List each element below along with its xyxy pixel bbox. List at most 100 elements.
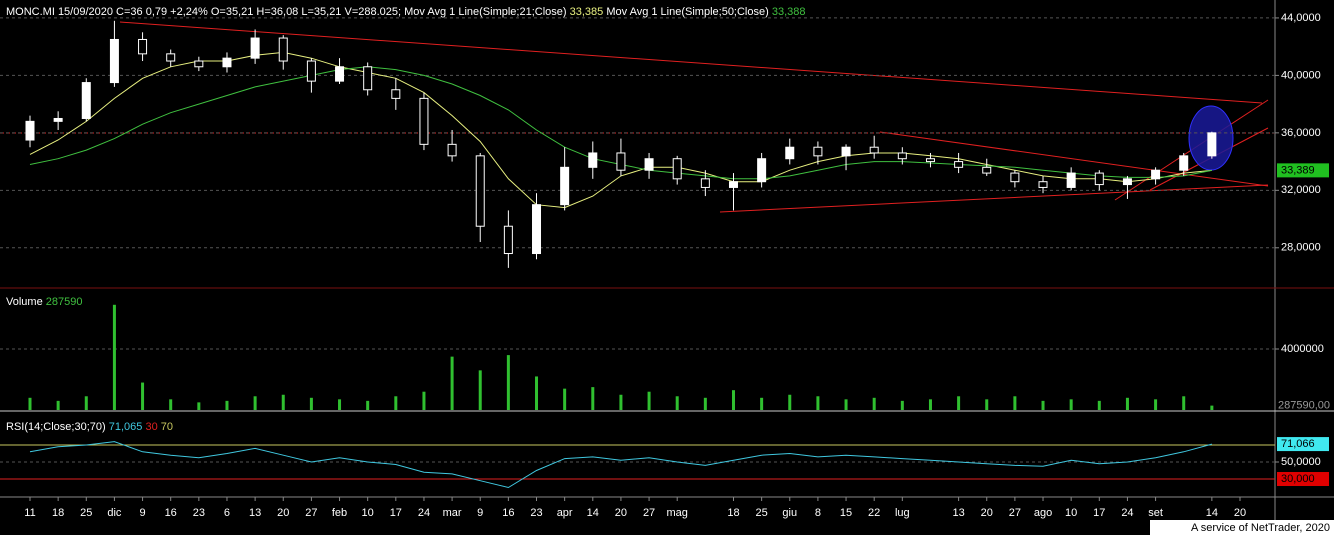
volume-bar (900, 400, 904, 410)
volume-bar (281, 394, 285, 410)
rsi-header: RSI(14;Close;30;70) 71,065 30 70 (6, 421, 173, 433)
volume-bar (1097, 400, 1101, 410)
candle-body (194, 60, 204, 68)
candle-body (982, 166, 992, 174)
volume-bar (506, 355, 510, 410)
volume-bar (1154, 399, 1158, 410)
candle-body (222, 57, 232, 68)
candle-body (785, 146, 795, 160)
x-tick-label: 11 (24, 507, 35, 519)
x-tick-label: 17 (1093, 507, 1105, 519)
candle-body (278, 37, 288, 62)
rsi-value: 71,065 (109, 421, 143, 433)
volume-header: Volume 287590 (6, 296, 82, 308)
candle-body (1066, 172, 1076, 188)
candle-body (25, 120, 35, 141)
chart-header: MONC.MI 15/09/2020 C=36 0,79 +2,24% O=35… (6, 6, 806, 18)
candle-body (447, 143, 457, 157)
x-tick-label: apr (557, 507, 573, 519)
x-tick-label: mar (443, 507, 462, 519)
candle-body (138, 38, 148, 55)
candle-body (53, 117, 63, 122)
x-tick-label: 16 (502, 507, 514, 519)
x-tick-label: feb (332, 507, 347, 519)
candle-body (391, 89, 401, 99)
rsi-level: 30 (145, 421, 157, 433)
y-tick-label: 40,0000 (1281, 69, 1321, 81)
legend-value: 33,385 (570, 6, 604, 18)
x-tick-label: 14 (587, 507, 599, 519)
value-marker (1277, 472, 1329, 487)
x-tick-label: 24 (1121, 507, 1133, 519)
trend-line (119, 21, 1263, 104)
x-tick-label: mag (667, 507, 688, 519)
x-tick-label: 23 (530, 507, 542, 519)
volume-bar (394, 396, 398, 410)
volume-bar (197, 402, 201, 410)
candle-body (363, 66, 373, 91)
candle-body (869, 146, 879, 154)
candle-body (1179, 155, 1189, 171)
volume-bar (928, 399, 932, 410)
candle-body (503, 225, 513, 255)
volume-last-label: 287590,00 (1278, 400, 1330, 412)
volume-bar (647, 391, 651, 410)
value-marker-label: 71,066 (1281, 438, 1315, 450)
footer: A service of NetTrader, 2020 (1191, 522, 1330, 534)
volume-bar (338, 399, 342, 410)
x-tick-label: 25 (756, 507, 768, 519)
candle-body (1122, 178, 1132, 186)
candle-body (954, 161, 964, 168)
volume-bar (872, 397, 876, 410)
value-marker-label: 30,000 (1281, 473, 1315, 485)
legend-value: 33,388 (772, 6, 806, 18)
x-tick-label: 8 (815, 507, 821, 519)
candle-body (813, 146, 823, 157)
y-tick-label: 32,0000 (1281, 184, 1321, 196)
volume-bar (478, 370, 482, 410)
rsi-title: RSI(14;Close;30;70) (6, 421, 106, 433)
x-tick-label: 16 (165, 507, 177, 519)
candle-body (306, 60, 316, 82)
volume-bar (112, 304, 116, 410)
candle-body (644, 158, 654, 171)
candle-body (250, 37, 260, 59)
volume-bar (816, 396, 820, 410)
x-tick-label: 13 (952, 507, 964, 519)
x-tick-label: 25 (80, 507, 92, 519)
candle-body (419, 97, 429, 145)
candle-body (588, 152, 598, 168)
y-tick-label: 28,0000 (1281, 242, 1321, 254)
x-tick-label: 23 (193, 507, 205, 519)
candle-body (841, 146, 851, 157)
x-tick-label: 27 (1009, 507, 1021, 519)
volume-bar (591, 387, 595, 410)
volume-title: Volume (6, 296, 43, 308)
volume-bar (422, 391, 426, 410)
candle-body (1010, 172, 1020, 183)
volume-bar (844, 399, 848, 410)
candle-body (897, 152, 907, 160)
candle-body (475, 155, 485, 227)
volume-bar (1182, 396, 1186, 410)
volume-bar (1210, 405, 1214, 410)
volume-bar (703, 397, 707, 410)
y-tick-label: 4000000 (1281, 343, 1324, 355)
candle-body (672, 158, 682, 180)
x-tick-label: 20 (981, 507, 993, 519)
volume-bar (563, 388, 567, 410)
candle-body (1094, 172, 1104, 186)
volume-bar (84, 396, 88, 410)
x-tick-label: 9 (139, 507, 145, 519)
x-tick-label: 9 (477, 507, 483, 519)
candle-body (335, 66, 345, 82)
x-tick-label: 18 (52, 507, 64, 519)
volume-bar (619, 394, 623, 410)
rsi-line (29, 441, 1213, 489)
x-tick-label: ago (1034, 507, 1052, 519)
candle-body (532, 204, 542, 255)
candle-body (728, 181, 738, 188)
volume-bar (1125, 397, 1129, 410)
legend-label: Mov Avg 1 Line(Simple;50;Close) (606, 6, 768, 18)
